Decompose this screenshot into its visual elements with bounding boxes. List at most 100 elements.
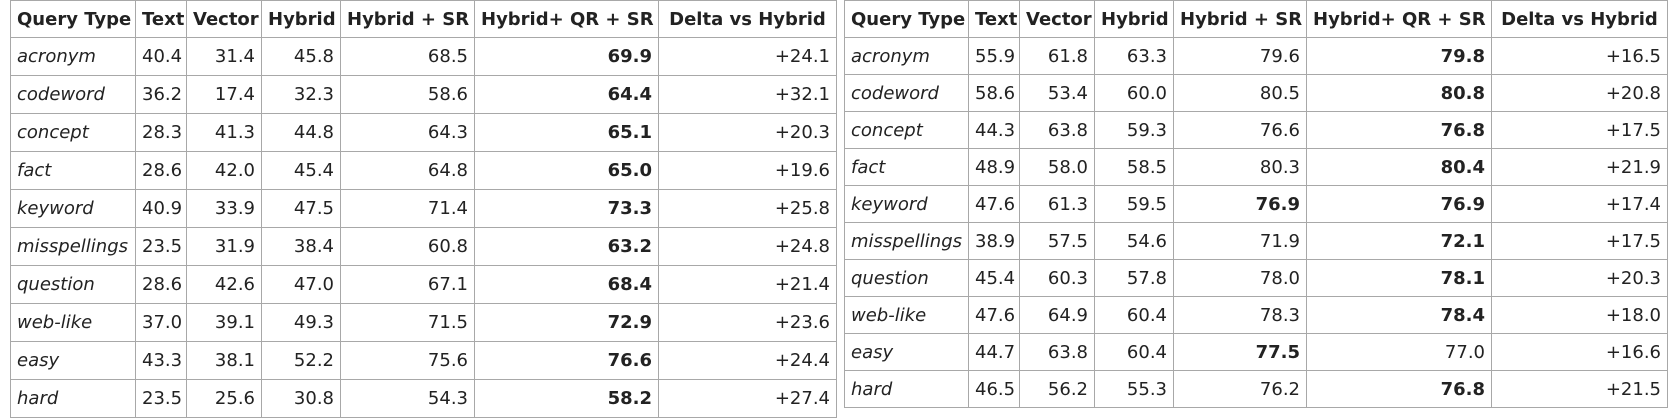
value-cell: 76.9 <box>1306 185 1492 223</box>
table-row: question 45.4 60.3 57.8 78.0 78.1 +20.3 <box>844 259 1668 297</box>
table-row: acronym 55.9 61.8 63.3 79.6 79.8 +16.5 <box>844 37 1668 75</box>
value-cell: 42.0 <box>186 151 262 190</box>
value-cell: 60.4 <box>1094 296 1174 334</box>
value-cell: +19.6 <box>658 151 837 190</box>
value-cell: 63.2 <box>474 227 659 266</box>
value-cell: 63.8 <box>1019 333 1095 371</box>
query-type-cell: concept <box>844 111 969 149</box>
value-cell: 61.3 <box>1019 185 1095 223</box>
results-table-left: Query Type Text Vector Hybrid Hybrid + SR Hyb… <box>10 0 837 418</box>
value-cell: 36.2 <box>135 75 187 114</box>
value-cell: 39.1 <box>186 303 262 342</box>
value-cell: 80.3 <box>1173 148 1307 186</box>
column-header: Hybrid+ QR + SR <box>474 0 659 38</box>
query-type-cell: web-like <box>844 296 969 334</box>
header-row: Query Type Text Vector Hybrid Hybrid + SR Hyb… <box>10 0 837 38</box>
value-cell: 47.0 <box>261 265 341 304</box>
value-cell: 61.8 <box>1019 37 1095 75</box>
value-cell: 59.3 <box>1094 111 1174 149</box>
value-cell: 57.8 <box>1094 259 1174 297</box>
value-cell: 58.6 <box>340 75 475 114</box>
value-cell: 80.4 <box>1306 148 1492 186</box>
table-row: hard 46.5 56.2 55.3 76.2 76.8 +21.5 <box>844 370 1668 408</box>
value-cell: 73.3 <box>474 189 659 228</box>
column-header: Query Type <box>10 0 136 38</box>
value-cell: 57.5 <box>1019 222 1095 260</box>
value-cell: +20.3 <box>1491 259 1668 297</box>
table-row: misspellings 23.5 31.9 38.4 60.8 63.2 +24.8 <box>10 227 837 266</box>
value-cell: 67.1 <box>340 265 475 304</box>
table-row: codeword 58.6 53.4 60.0 80.5 80.8 +20.8 <box>844 74 1668 112</box>
query-type-cell: keyword <box>844 185 969 223</box>
value-cell: +23.6 <box>658 303 837 342</box>
value-cell: 78.3 <box>1173 296 1307 334</box>
column-header: Vector <box>1019 0 1095 38</box>
value-cell: +24.1 <box>658 37 837 76</box>
query-type-cell: hard <box>10 379 136 418</box>
value-cell: 64.3 <box>340 113 475 152</box>
value-cell: +17.5 <box>1491 222 1668 260</box>
value-cell: 23.5 <box>135 379 187 418</box>
value-cell: 63.3 <box>1094 37 1174 75</box>
value-cell: 76.9 <box>1173 185 1307 223</box>
value-cell: 38.4 <box>261 227 341 266</box>
value-cell: 60.3 <box>1019 259 1095 297</box>
value-cell: 48.9 <box>968 148 1020 186</box>
value-cell: 78.4 <box>1306 296 1492 334</box>
table-row: web-like 47.6 64.9 60.4 78.3 78.4 +18.0 <box>844 296 1668 334</box>
value-cell: 76.2 <box>1173 370 1307 408</box>
value-cell: +16.6 <box>1491 333 1668 371</box>
value-cell: 80.8 <box>1306 74 1492 112</box>
value-cell: 79.6 <box>1173 37 1307 75</box>
value-cell: 31.4 <box>186 37 262 76</box>
value-cell: 40.9 <box>135 189 187 228</box>
value-cell: 78.1 <box>1306 259 1492 297</box>
value-cell: 77.0 <box>1306 333 1492 371</box>
value-cell: 76.6 <box>1173 111 1307 149</box>
query-type-cell: codeword <box>10 75 136 114</box>
value-cell: 32.3 <box>261 75 341 114</box>
value-cell: 41.3 <box>186 113 262 152</box>
value-cell: 72.1 <box>1306 222 1492 260</box>
value-cell: 47.5 <box>261 189 341 228</box>
value-cell: 68.5 <box>340 37 475 76</box>
table-row: acronym 40.4 31.4 45.8 68.5 69.9 +24.1 <box>10 37 837 76</box>
value-cell: 65.1 <box>474 113 659 152</box>
table-body: acronym 55.9 61.8 63.3 79.6 79.8 +16.5 codeword… <box>844 37 1668 408</box>
value-cell: 69.9 <box>474 37 659 76</box>
value-cell: 46.5 <box>968 370 1020 408</box>
table-row: fact 48.9 58.0 58.5 80.3 80.4 +21.9 <box>844 148 1668 186</box>
value-cell: 31.9 <box>186 227 262 266</box>
value-cell: 45.4 <box>968 259 1020 297</box>
column-header: Hybrid <box>261 0 341 38</box>
column-header: Hybrid <box>1094 0 1174 38</box>
value-cell: 25.6 <box>186 379 262 418</box>
value-cell: 47.6 <box>968 296 1020 334</box>
value-cell: +32.1 <box>658 75 837 114</box>
query-type-cell: misspellings <box>844 222 969 260</box>
value-cell: 30.8 <box>261 379 341 418</box>
query-type-cell: question <box>844 259 969 297</box>
value-cell: 54.3 <box>340 379 475 418</box>
value-cell: +24.4 <box>658 341 837 380</box>
value-cell: 33.9 <box>186 189 262 228</box>
column-header: Hybrid + SR <box>1173 0 1307 38</box>
value-cell: 60.0 <box>1094 74 1174 112</box>
value-cell: 80.5 <box>1173 74 1307 112</box>
query-type-cell: web-like <box>10 303 136 342</box>
value-cell: 77.5 <box>1173 333 1307 371</box>
query-type-cell: fact <box>10 151 136 190</box>
table-row: concept 44.3 63.8 59.3 76.6 76.8 +17.5 <box>844 111 1668 149</box>
query-type-cell: keyword <box>10 189 136 228</box>
query-type-cell: misspellings <box>10 227 136 266</box>
table-row: question 28.6 42.6 47.0 67.1 68.4 +21.4 <box>10 265 837 304</box>
value-cell: +17.5 <box>1491 111 1668 149</box>
value-cell: 49.3 <box>261 303 341 342</box>
value-cell: +21.9 <box>1491 148 1668 186</box>
table-row: codeword 36.2 17.4 32.3 58.6 64.4 +32.1 <box>10 75 837 114</box>
value-cell: 54.6 <box>1094 222 1174 260</box>
column-header: Hybrid+ QR + SR <box>1306 0 1492 38</box>
table-row: easy 43.3 38.1 52.2 75.6 76.6 +24.4 <box>10 341 837 380</box>
value-cell: 28.6 <box>135 265 187 304</box>
value-cell: +18.0 <box>1491 296 1668 334</box>
